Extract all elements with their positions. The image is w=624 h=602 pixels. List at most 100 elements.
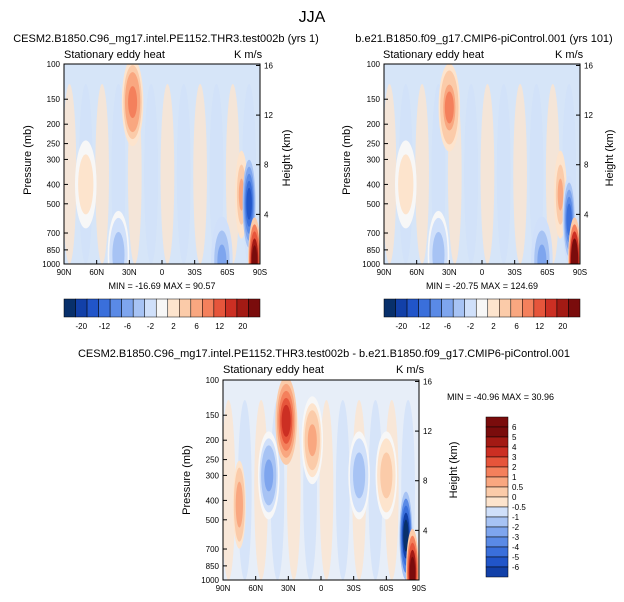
y-tick-label: 700: [367, 229, 381, 238]
colorbar-label: 12: [215, 322, 224, 331]
x-tick-label: 90S: [253, 268, 267, 277]
colorbar-label: 6: [512, 423, 517, 432]
contour-region: [557, 178, 564, 211]
y-tick-label: 850: [47, 246, 61, 255]
colorbar-swatch: [545, 298, 558, 318]
colorbar-swatch: [179, 298, 192, 318]
y-tick-label: 500: [206, 516, 220, 525]
panel-subtitle: Stationary eddy heat: [383, 49, 484, 61]
colorbar-label: -4: [512, 543, 520, 552]
colorbar-swatch: [167, 298, 180, 318]
colorbar-label: -6: [512, 563, 520, 572]
contour-region: [381, 459, 391, 492]
panel-bottom-diff: CESM2.B1850.C96_mg17.intel.PE1152.THR3.t…: [78, 348, 570, 593]
colorbar-label: -6: [124, 322, 132, 331]
colorbar-swatch: [487, 298, 500, 318]
colorbar-label: 5: [512, 433, 517, 442]
colorbar-label: -5: [512, 553, 520, 562]
colorbar-swatch: [485, 416, 509, 428]
panel-title: b.e21.B1850.f09_g17.CMIP6-piControl.001 …: [355, 33, 612, 45]
field-layer: [384, 64, 580, 264]
colorbar-swatch: [418, 298, 431, 318]
height-tick-label: 12: [584, 111, 593, 120]
colorbar-label: 3: [512, 453, 517, 462]
colorbar-label: 12: [535, 322, 544, 331]
colorbar-label: 6: [194, 322, 199, 331]
colorbar-swatch: [213, 298, 226, 318]
x-tick-label: 30N: [122, 268, 137, 277]
contour-region: [354, 459, 364, 492]
y-axis-label: Pressure (mb): [181, 445, 193, 515]
y-tick-label: 150: [47, 95, 61, 104]
y-tick-label: 100: [367, 60, 381, 69]
y-tick-label: 400: [206, 496, 220, 505]
x-tick-label: 90S: [573, 268, 587, 277]
colorbar-label: -1: [512, 513, 520, 522]
field-streak: [496, 84, 511, 264]
contour-region: [281, 404, 291, 437]
colorbar-label: -6: [444, 322, 452, 331]
contour-region: [401, 168, 411, 201]
height-tick-label: 16: [264, 61, 273, 70]
colorbar-swatch: [132, 298, 145, 318]
y-tick-label: 850: [206, 562, 220, 571]
field-streak: [95, 84, 109, 264]
y-tick-label: 200: [367, 120, 381, 129]
colorbar-swatch: [452, 298, 465, 318]
colorbar-swatch: [485, 426, 509, 438]
contour-region: [113, 238, 123, 264]
height-tick-label: 8: [264, 161, 269, 170]
colorbar-swatch: [155, 298, 169, 318]
contour-region: [217, 244, 227, 264]
colorbar-swatch: [485, 546, 509, 558]
y-tick-label: 300: [206, 471, 220, 480]
y-tick-label: 250: [47, 140, 61, 149]
x-tick-label: 60S: [220, 268, 234, 277]
height-tick-label: 8: [423, 477, 428, 486]
height-tick-label: 8: [584, 161, 589, 170]
colorbar-swatch: [499, 298, 512, 318]
colorbar-swatch: [485, 536, 509, 548]
colorbar-label: 20: [558, 322, 567, 331]
colorbar-label: 6: [514, 322, 519, 331]
height-tick-label: 12: [264, 111, 273, 120]
field-streak: [480, 84, 495, 264]
colorbar-swatch: [485, 506, 509, 518]
field-layer: [223, 380, 419, 580]
colorbar-label: -12: [99, 322, 111, 331]
y-tick-label: 200: [47, 120, 61, 129]
y-axis-label: Pressure (mb): [22, 125, 34, 195]
contour-region: [409, 556, 416, 580]
contour-region: [264, 459, 274, 492]
colorbar-swatch: [202, 298, 215, 318]
colorbar-swatch: [568, 298, 581, 318]
colorbar-label: -20: [396, 322, 408, 331]
y-tick-label: 150: [206, 411, 220, 420]
colorbar-swatch: [485, 486, 509, 498]
min-max-label: MIN = -40.96 MAX = 30.96: [447, 392, 554, 402]
colorbar-swatch: [98, 298, 111, 318]
colorbar-label: -20: [76, 322, 88, 331]
colorbar-swatch: [109, 298, 122, 318]
x-tick-label: 90N: [57, 268, 72, 277]
field-layer: [64, 64, 260, 264]
y-tick-label: 400: [47, 180, 61, 189]
colorbar-label: 2: [512, 463, 517, 472]
colorbar-label: 1: [512, 473, 517, 482]
y-tick-label: 500: [47, 200, 61, 209]
contour-region: [537, 244, 547, 264]
colorbar-swatch: [383, 298, 396, 318]
panel-units: K m/s: [396, 364, 425, 376]
panel-subtitle: Stationary eddy heat: [223, 364, 324, 376]
contour-region: [236, 488, 243, 521]
y-tick-label: 300: [367, 155, 381, 164]
colorbar-swatch: [236, 298, 249, 318]
y-axis-label: Pressure (mb): [341, 125, 353, 195]
field-streak: [176, 84, 191, 264]
y-tick-label: 1000: [201, 576, 219, 585]
colorbar-swatch: [485, 436, 509, 448]
colorbar: -20 -12 -6 -2 2 6 12 20: [63, 298, 261, 331]
colorbar-swatch: [248, 298, 261, 318]
